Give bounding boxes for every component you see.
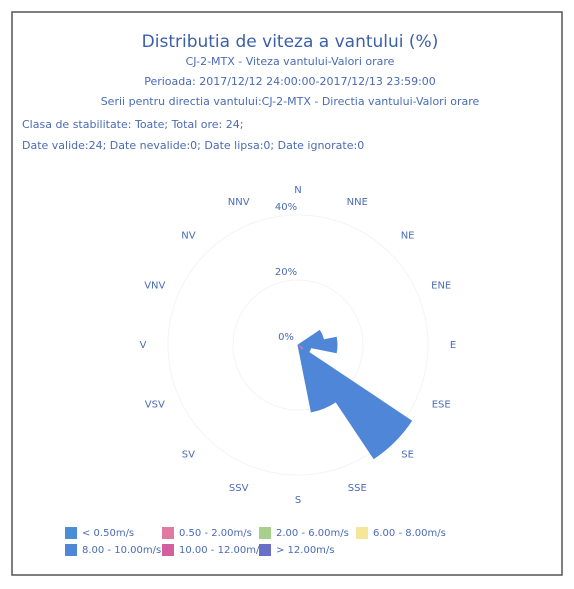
- direction-label: SSE: [348, 483, 367, 494]
- legend-label: 0.50 - 2.00m/s: [179, 528, 252, 539]
- subtitle: Perioada: 2017/12/12 24:00:00-2017/12/13…: [144, 75, 436, 88]
- legend-label: 10.00 - 12.00m/s: [179, 545, 265, 556]
- radial-tick-label: 0%: [278, 332, 294, 343]
- direction-label: ENE: [431, 281, 451, 292]
- radial-tick-label: 20%: [275, 267, 297, 278]
- direction-label: SE: [401, 450, 414, 461]
- info-line: Date valide:24; Date nevalide:0; Date li…: [22, 139, 364, 152]
- legend-swatch: [162, 527, 174, 539]
- direction-label: NE: [401, 230, 415, 241]
- legend-label: > 12.00m/s: [276, 545, 335, 556]
- direction-label: S: [295, 495, 301, 506]
- legend-swatch: [65, 527, 77, 539]
- direction-label: SV: [182, 450, 195, 461]
- legend-label: 8.00 - 10.00m/s: [82, 545, 161, 556]
- wedge: [297, 336, 338, 354]
- direction-label: E: [450, 340, 456, 351]
- legend-swatch: [65, 544, 77, 556]
- grid-circle: [232, 279, 364, 411]
- wedge: [297, 344, 337, 413]
- direction-label: VNV: [144, 281, 165, 292]
- legend-label: < 0.50m/s: [82, 528, 134, 539]
- wedge: [300, 347, 413, 460]
- legend-swatch: [259, 544, 271, 556]
- direction-label: ESE: [432, 399, 451, 410]
- chart-title: Distributia de viteza a vantului (%): [142, 32, 439, 52]
- subtitle: Serii pentru directia vantului:CJ-2-MTX …: [101, 95, 480, 108]
- direction-label: V: [140, 340, 147, 351]
- subtitle: CJ-2-MTX - Viteza vantului-Valori orare: [186, 55, 395, 68]
- info-line: Clasa de stabilitate: Toate; Total ore: …: [22, 118, 243, 131]
- direction-label: NNV: [228, 197, 250, 208]
- direction-label: NNE: [347, 197, 368, 208]
- direction-label: N: [294, 185, 301, 196]
- direction-label: VSV: [145, 399, 165, 410]
- radial-tick-label: 40%: [275, 202, 297, 213]
- legend-label: 2.00 - 6.00m/s: [276, 528, 349, 539]
- direction-label: SSV: [229, 483, 249, 494]
- legend-label: 6.00 - 8.00m/s: [373, 528, 446, 539]
- legend-swatch: [259, 527, 271, 539]
- frame: [11, 11, 563, 576]
- legend-swatch: [356, 527, 368, 539]
- direction-label: NV: [181, 230, 195, 241]
- grid-circle: [167, 214, 429, 476]
- legend-swatch: [162, 544, 174, 556]
